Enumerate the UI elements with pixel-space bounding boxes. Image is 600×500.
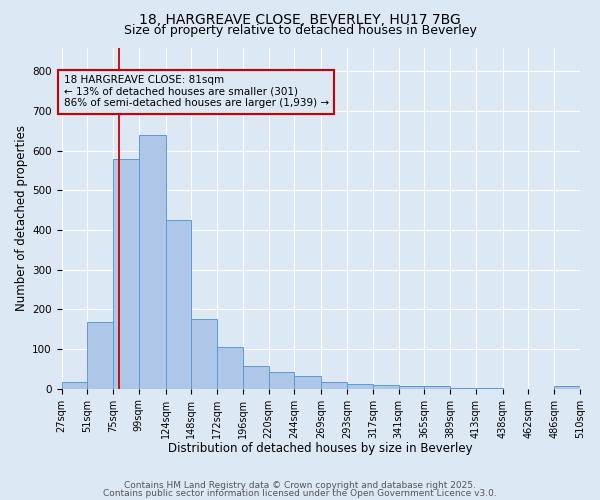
- Bar: [243, 366, 269, 388]
- Bar: [87, 322, 113, 388]
- Bar: [295, 376, 321, 388]
- Bar: [347, 384, 373, 388]
- Bar: [217, 347, 243, 389]
- Bar: [62, 382, 87, 388]
- Bar: [139, 135, 166, 388]
- X-axis label: Distribution of detached houses by size in Beverley: Distribution of detached houses by size …: [169, 442, 473, 455]
- Bar: [373, 385, 398, 388]
- Bar: [269, 372, 295, 388]
- Bar: [424, 386, 450, 388]
- Bar: [321, 382, 347, 388]
- Text: Contains HM Land Registry data © Crown copyright and database right 2025.: Contains HM Land Registry data © Crown c…: [124, 481, 476, 490]
- Bar: [554, 386, 580, 388]
- Text: Contains public sector information licensed under the Open Government Licence v3: Contains public sector information licen…: [103, 488, 497, 498]
- Bar: [398, 386, 424, 388]
- Text: 18, HARGREAVE CLOSE, BEVERLEY, HU17 7BG: 18, HARGREAVE CLOSE, BEVERLEY, HU17 7BG: [139, 12, 461, 26]
- Text: 18 HARGREAVE CLOSE: 81sqm
← 13% of detached houses are smaller (301)
86% of semi: 18 HARGREAVE CLOSE: 81sqm ← 13% of detac…: [64, 76, 329, 108]
- Bar: [166, 220, 191, 388]
- Text: Size of property relative to detached houses in Beverley: Size of property relative to detached ho…: [124, 24, 476, 37]
- Bar: [191, 320, 217, 388]
- Y-axis label: Number of detached properties: Number of detached properties: [15, 125, 28, 311]
- Bar: [113, 158, 139, 388]
